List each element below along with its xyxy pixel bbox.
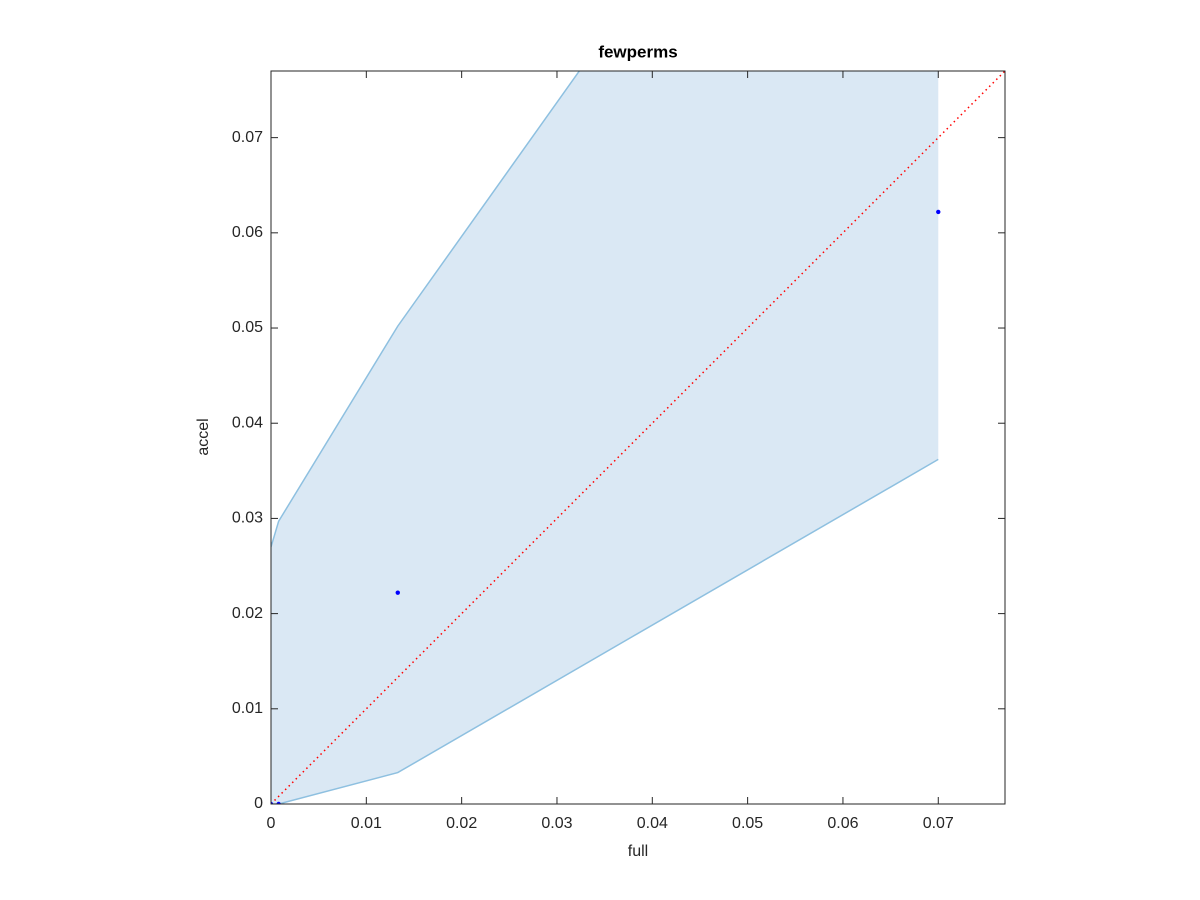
x-axis-label: full <box>628 843 648 860</box>
x-tick-label: 0.01 <box>351 815 382 832</box>
point <box>936 209 941 215</box>
x-tick-label: 0.03 <box>541 815 572 832</box>
y-tick-label: 0 <box>254 795 263 812</box>
axes-box <box>270 70 1006 805</box>
band-area <box>271 71 939 804</box>
x-tick-label: 0.06 <box>827 815 858 832</box>
y-tick-label: 0.03 <box>232 510 263 527</box>
point <box>271 801 274 804</box>
x-tick-label: 0.04 <box>637 815 668 832</box>
y-tick-label: 0.07 <box>232 129 263 146</box>
plot-area <box>271 71 1005 804</box>
point <box>276 801 281 804</box>
y-tick-label: 0.04 <box>232 414 263 431</box>
x-tick-label: 0.05 <box>732 815 763 832</box>
x-tick-label: 0.07 <box>923 815 954 832</box>
band-lower <box>271 458 939 804</box>
y-tick-label: 0.01 <box>232 700 263 717</box>
chart-title: fewperms <box>598 42 677 61</box>
band-upper <box>271 71 581 548</box>
y-tick-label: 0.02 <box>232 605 263 622</box>
y-tick-label: 0.05 <box>232 319 263 336</box>
x-tick-label: 0.02 <box>446 815 477 832</box>
y-axis-label: accel <box>195 418 212 455</box>
y-tick-label: 0.06 <box>232 224 263 241</box>
x-tick-label: 0 <box>267 815 276 832</box>
point <box>395 590 400 595</box>
